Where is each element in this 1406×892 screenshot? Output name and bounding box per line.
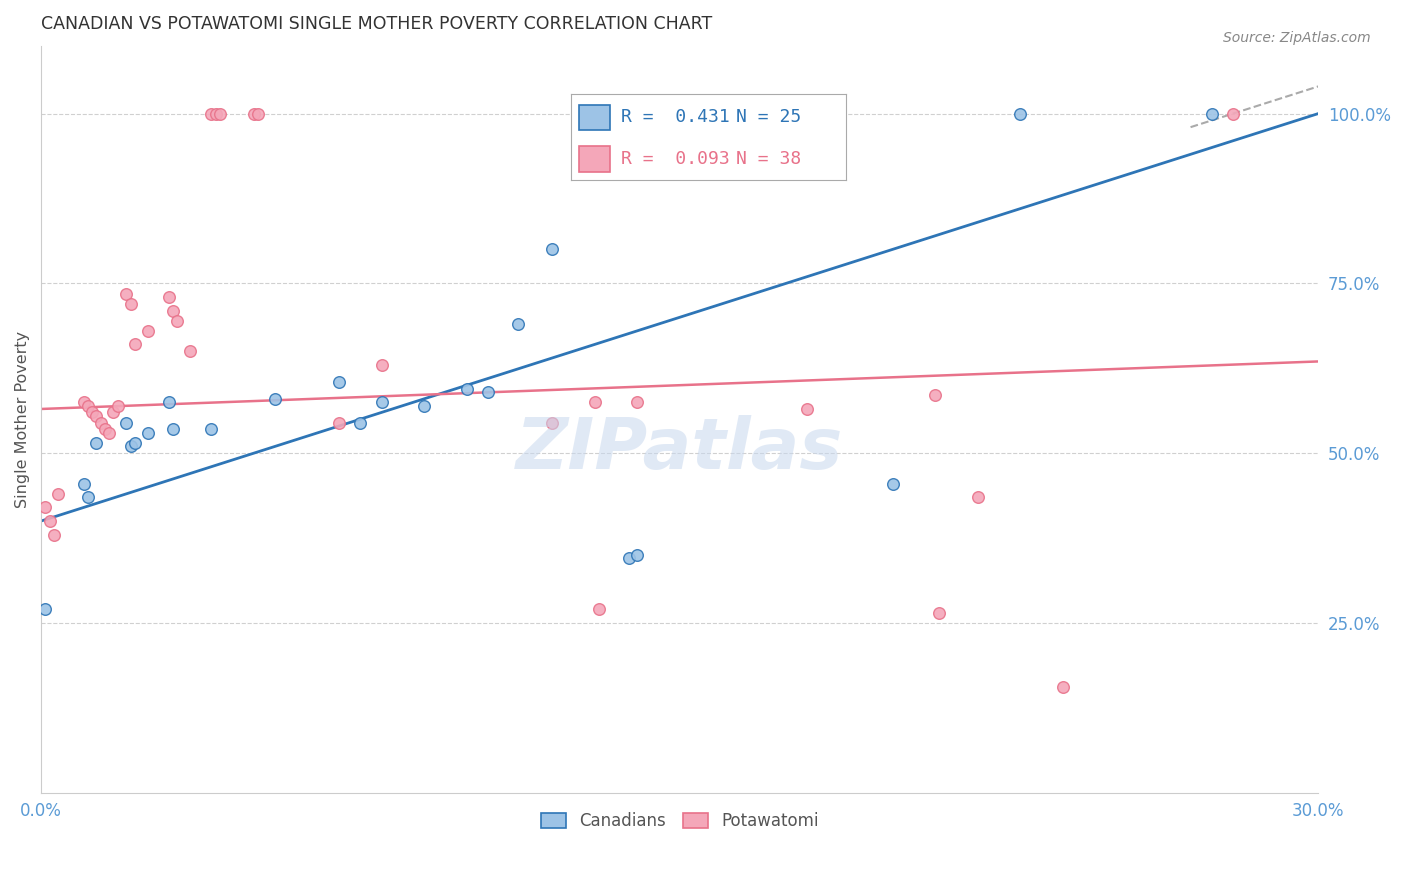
- Point: [86, 436, 108, 450]
- Point: [541, 243, 564, 257]
- Point: [541, 416, 564, 430]
- Point: [115, 286, 138, 301]
- Point: [166, 314, 188, 328]
- Point: [94, 422, 117, 436]
- Point: [204, 106, 226, 120]
- Point: [966, 490, 988, 504]
- Text: ZIPatlas: ZIPatlas: [516, 415, 844, 483]
- Text: Source: ZipAtlas.com: Source: ZipAtlas.com: [1223, 31, 1371, 45]
- Point: [162, 303, 184, 318]
- Point: [162, 422, 184, 436]
- Text: CANADIAN VS POTAWATOMI SINGLE MOTHER POVERTY CORRELATION CHART: CANADIAN VS POTAWATOMI SINGLE MOTHER POV…: [41, 15, 713, 33]
- Point: [90, 416, 112, 430]
- Point: [456, 382, 478, 396]
- Point: [928, 606, 950, 620]
- Point: [349, 416, 371, 430]
- Point: [34, 500, 56, 515]
- Point: [1222, 106, 1244, 120]
- Point: [73, 395, 96, 409]
- Point: [179, 344, 201, 359]
- Point: [42, 527, 65, 541]
- Point: [924, 388, 946, 402]
- Point: [73, 476, 96, 491]
- Point: [46, 487, 69, 501]
- Point: [115, 416, 138, 430]
- Point: [136, 324, 159, 338]
- Legend: Canadians, Potawatomi: Canadians, Potawatomi: [534, 805, 825, 837]
- Point: [264, 392, 287, 406]
- Point: [124, 337, 146, 351]
- Point: [626, 548, 648, 562]
- Point: [617, 551, 640, 566]
- Y-axis label: Single Mother Poverty: Single Mother Poverty: [15, 331, 30, 508]
- Point: [477, 384, 499, 399]
- Point: [208, 106, 231, 120]
- Point: [370, 358, 392, 372]
- Point: [107, 399, 129, 413]
- Point: [588, 602, 610, 616]
- Point: [796, 401, 818, 416]
- Point: [370, 395, 392, 409]
- Point: [120, 296, 142, 310]
- Point: [157, 395, 180, 409]
- Point: [157, 290, 180, 304]
- Point: [124, 436, 146, 450]
- Point: [103, 405, 125, 419]
- Point: [120, 439, 142, 453]
- Point: [77, 399, 100, 413]
- Point: [626, 395, 648, 409]
- Point: [328, 416, 350, 430]
- Point: [38, 514, 60, 528]
- Point: [1052, 681, 1074, 695]
- Point: [77, 490, 100, 504]
- Point: [328, 375, 350, 389]
- Point: [86, 409, 108, 423]
- Point: [413, 399, 436, 413]
- Point: [200, 422, 222, 436]
- Point: [1201, 106, 1223, 120]
- Point: [882, 476, 904, 491]
- Point: [583, 395, 606, 409]
- Point: [1010, 106, 1032, 120]
- Point: [243, 106, 266, 120]
- Point: [98, 425, 121, 440]
- Point: [34, 602, 56, 616]
- Point: [506, 317, 529, 331]
- Point: [247, 106, 270, 120]
- Point: [82, 405, 104, 419]
- Point: [136, 425, 159, 440]
- Point: [200, 106, 222, 120]
